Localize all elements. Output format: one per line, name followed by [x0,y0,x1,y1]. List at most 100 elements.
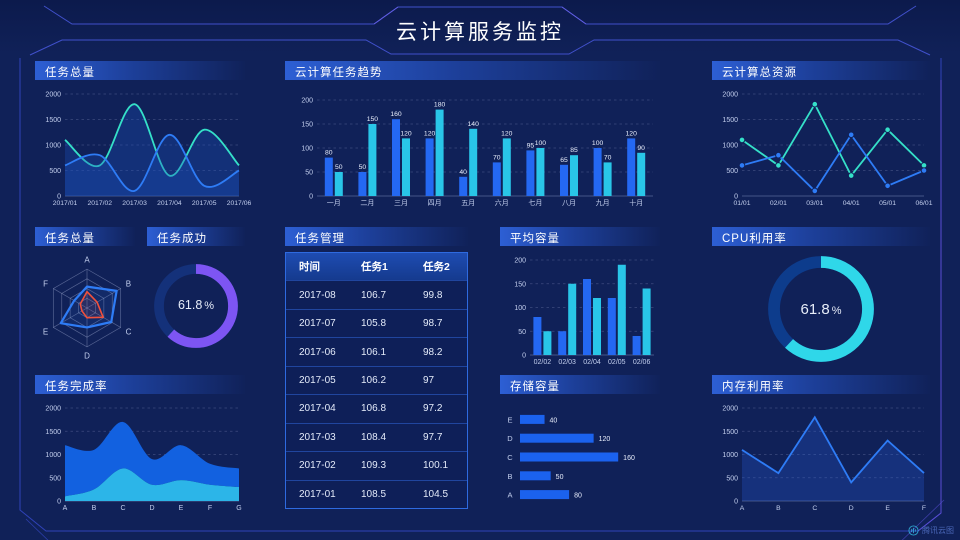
svg-text:1000: 1000 [45,452,61,459]
page-title: 云计算服务监控 [396,21,564,44]
svg-text:B: B [92,505,97,512]
svg-text:B: B [126,280,131,289]
svg-text:2017/03: 2017/03 [122,200,147,207]
panel-title-avg-capacity: 平均容量 [500,227,660,246]
table-row[interactable]: 2017-05 106.2 97 [286,365,467,394]
panel-title-total-resources: 云计算总资源 [712,61,930,80]
svg-text:03/01: 03/01 [806,200,823,207]
svg-text:2017/02: 2017/02 [88,200,113,207]
svg-text:C: C [120,505,125,512]
memory-usage-line-chart[interactable]: 0 500 1000 1500 2000 A B C D E F [712,398,930,514]
svg-text:三月: 三月 [394,199,408,207]
table-row[interactable]: 2017-08 106.7 99.8 [286,280,467,308]
table-row[interactable]: 2017-01 108.5 104.5 [286,479,467,508]
total-resources-line-chart[interactable]: 0 500 1000 1500 2000 01/01 02/01 03/01 04/01 05/0… [712,84,932,209]
svg-text:40: 40 [550,417,558,424]
svg-text:06/01: 06/01 [915,200,932,207]
svg-text:500: 500 [726,475,738,482]
task-table: 时间 任务1 任务2 2017-08 106.7 99.8 2017-07 105.8 98.7… [285,252,468,509]
svg-text:02/04: 02/04 [583,359,601,366]
panel-title-tasks-total-radar: 任务总量 [35,227,135,246]
svg-text:02/05: 02/05 [608,359,626,366]
svg-text:120: 120 [400,130,412,137]
svg-text:1500: 1500 [722,429,738,436]
svg-text:65: 65 [560,157,568,164]
svg-text:九月: 九月 [596,198,610,207]
svg-text:02/03: 02/03 [558,359,576,366]
svg-text:500: 500 [49,475,61,482]
svg-text:2000: 2000 [45,92,61,99]
svg-text:02/06: 02/06 [633,359,651,366]
svg-text:50: 50 [518,329,526,336]
svg-text:140: 140 [468,121,480,128]
svg-text:E: E [179,505,184,512]
svg-text:70: 70 [493,154,501,161]
table-header-row: 时间 任务1 任务2 [286,253,467,281]
svg-text:八月: 八月 [562,199,576,207]
svg-text:二月: 二月 [360,199,374,207]
svg-text:120: 120 [599,436,611,443]
svg-text:50: 50 [556,474,564,481]
svg-text:六月: 六月 [495,198,509,207]
svg-text:02/02: 02/02 [534,359,552,366]
svg-text:150: 150 [367,116,379,123]
tasks-total-line-chart[interactable]: 0 500 1000 1500 2000 2017/01 2017/02 2017/03 201… [35,84,251,209]
table-row[interactable]: 2017-07 105.8 98.7 [286,308,467,337]
svg-text:1000: 1000 [45,143,61,150]
header-decoration [29,5,931,56]
svg-text:A: A [740,505,745,512]
svg-text:D: D [84,351,90,360]
avg-capacity-bar-chart[interactable]: 0 50 100 150 200 02/02 02/03 02/04 02/05 02/06 [500,250,660,368]
tencent-cloud-watermark: 腾讯云图 [908,525,954,536]
svg-text:E: E [885,505,890,512]
svg-text:500: 500 [49,168,61,175]
svg-text:90: 90 [637,145,645,152]
svg-text:F: F [922,505,926,512]
svg-text:0: 0 [309,194,313,201]
svg-text:D: D [849,505,854,512]
task-success-donut-chart[interactable] [147,252,245,360]
svg-text:C: C [126,327,132,336]
cpu-usage-donut-chart[interactable] [712,250,930,368]
svg-text:1000: 1000 [722,452,738,459]
completion-rate-area-chart[interactable]: 0 500 1000 1500 2000 A B C D E F G [35,398,245,514]
table-row[interactable]: 2017-06 106.1 98.2 [286,337,467,365]
table-row[interactable]: 2017-03 108.4 97.7 [286,422,467,451]
svg-text:200: 200 [301,98,313,105]
panel-title-storage-capacity: 存储容量 [500,375,660,394]
storage-capacity-hbar-chart[interactable]: E 40 D 120 C 160 B 50 A 80 [500,398,660,514]
svg-text:C: C [507,453,513,462]
svg-text:1500: 1500 [45,429,61,436]
svg-text:180: 180 [434,102,446,109]
svg-text:2017/04: 2017/04 [157,200,182,207]
table-row[interactable]: 2017-02 109.3 100.1 [286,451,467,479]
svg-text:A: A [84,256,90,265]
svg-text:D: D [149,505,154,512]
svg-text:1000: 1000 [722,143,738,150]
panel-title-task-management: 任务管理 [285,227,468,246]
svg-text:80: 80 [574,493,582,500]
panel-title-task-success: 任务成功 [147,227,245,246]
tasks-total-radar-chart[interactable]: A B C D E F [33,250,141,364]
svg-text:120: 120 [626,130,638,137]
svg-text:100: 100 [301,146,313,153]
svg-text:95: 95 [527,142,535,149]
svg-text:150: 150 [301,122,313,129]
svg-text:2017/01: 2017/01 [53,200,78,207]
svg-text:C: C [812,505,817,512]
svg-text:A: A [507,491,512,500]
svg-text:0: 0 [57,499,61,506]
svg-text:A: A [63,505,68,512]
svg-text:05/01: 05/01 [879,200,896,207]
svg-text:E: E [507,415,512,424]
svg-text:120: 120 [501,130,513,137]
svg-text:100: 100 [535,140,547,147]
task-success-value: 61.8% [177,298,215,312]
svg-text:100: 100 [514,305,526,312]
svg-text:D: D [507,434,513,443]
svg-text:1500: 1500 [722,117,738,124]
table-row[interactable]: 2017-04 106.8 97.2 [286,394,467,422]
svg-text:100: 100 [592,140,604,147]
panel-title-completion-rate: 任务完成率 [35,375,245,394]
